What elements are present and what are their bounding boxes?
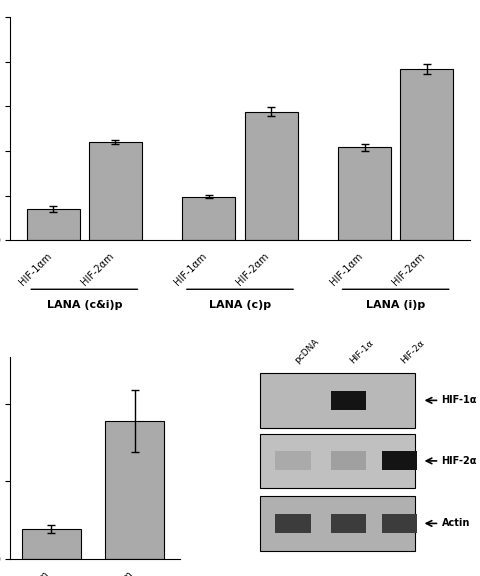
- Bar: [260, 373, 415, 427]
- Text: HIF-2α: HIF-2α: [399, 338, 427, 365]
- Text: Actin: Actin: [442, 518, 470, 528]
- Bar: [260, 434, 415, 488]
- Bar: [382, 514, 417, 533]
- Bar: [331, 452, 366, 471]
- Text: HIF-1αm: HIF-1αm: [17, 251, 53, 287]
- Text: HIF-1α: HIF-1α: [442, 395, 477, 406]
- Text: LANA (c&i)p: LANA (c&i)p: [47, 300, 122, 310]
- Bar: [260, 496, 415, 551]
- Bar: [276, 452, 311, 471]
- Bar: [89, 142, 142, 240]
- Text: pcDNA: pcDNA: [293, 337, 321, 365]
- Text: HIF-1α m: HIF-1α m: [13, 570, 51, 576]
- Text: HIF-1αm: HIF-1αm: [172, 251, 209, 287]
- Text: HIF-2α m: HIF-2α m: [96, 570, 135, 576]
- Bar: [338, 147, 391, 240]
- Bar: [105, 420, 165, 559]
- Text: LANA (i)p: LANA (i)p: [366, 300, 425, 310]
- Bar: [331, 391, 366, 410]
- Text: LANA (c)p: LANA (c)p: [209, 300, 271, 310]
- Bar: [22, 529, 81, 559]
- Bar: [182, 196, 235, 240]
- Text: HIF-2αm: HIF-2αm: [235, 251, 271, 287]
- Text: HIF-1α: HIF-1α: [348, 338, 376, 365]
- Bar: [27, 209, 80, 240]
- Bar: [400, 69, 453, 240]
- Text: HIF-1αm: HIF-1αm: [328, 251, 364, 287]
- Text: HIF-2αm: HIF-2αm: [79, 251, 116, 287]
- Bar: [331, 514, 366, 533]
- Bar: [382, 452, 417, 471]
- Text: HIF-2αm: HIF-2αm: [390, 251, 427, 287]
- Bar: [276, 514, 311, 533]
- Bar: [245, 112, 298, 240]
- Text: HIF-2α: HIF-2α: [442, 456, 477, 466]
